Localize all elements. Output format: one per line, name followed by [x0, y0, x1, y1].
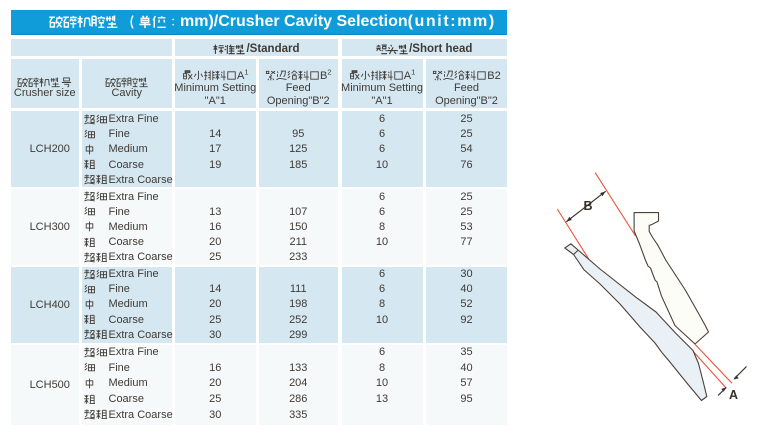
svg-text:A: A	[729, 388, 738, 402]
svg-text:B: B	[583, 199, 592, 213]
